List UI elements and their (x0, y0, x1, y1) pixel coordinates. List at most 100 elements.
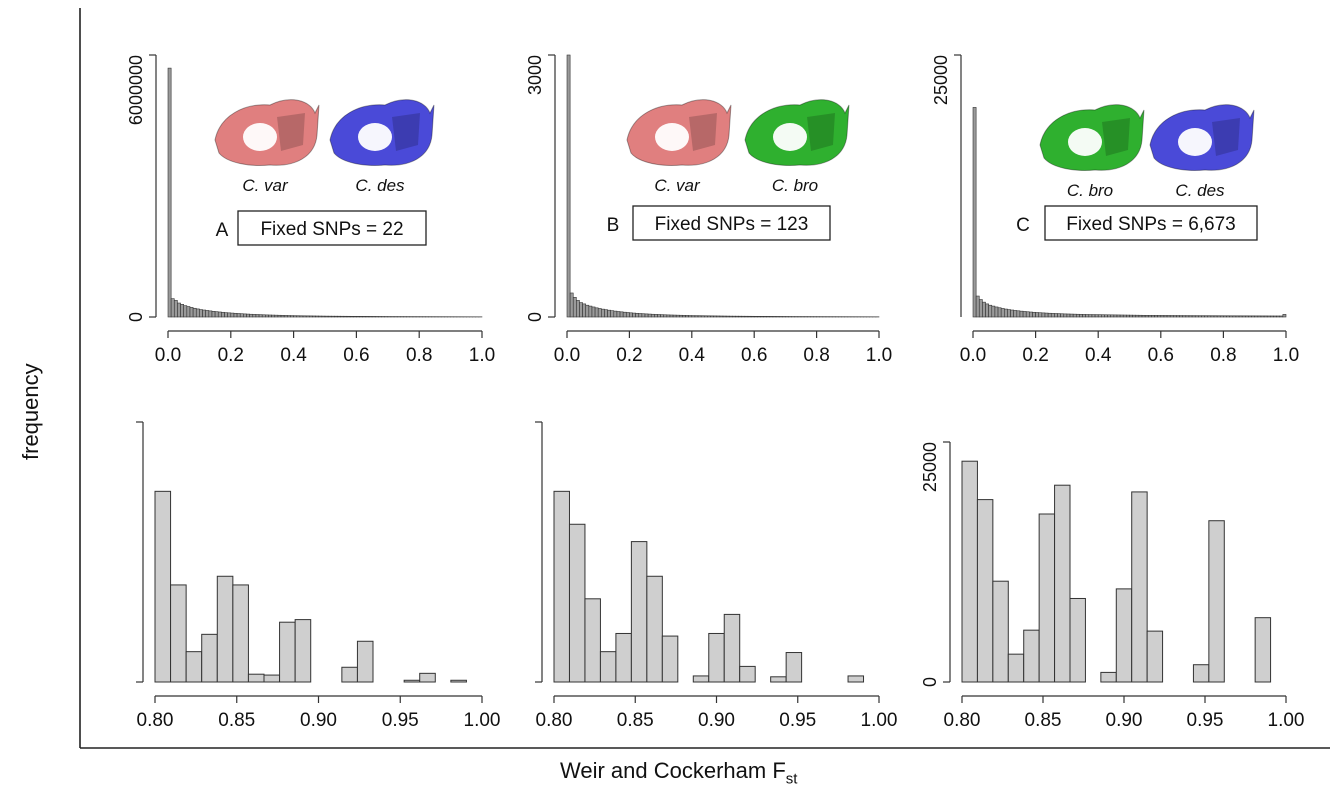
histogram-bar (647, 313, 652, 318)
y-tick-label: 0 (920, 677, 940, 687)
x-tick-label: 0.8 (1210, 345, 1236, 366)
histogram-bar (173, 300, 178, 318)
histogram-bar (208, 310, 213, 318)
histogram-bar (1069, 597, 1086, 683)
histogram-bar (293, 315, 298, 318)
histogram-bar (763, 316, 767, 318)
histogram-bar (1179, 315, 1184, 318)
histogram-bar (1147, 315, 1152, 318)
chart-C-bottom: 0.80 0.85 0.90 0.95 1.00 0 25000 (920, 441, 1304, 731)
histogram-bar (657, 314, 661, 318)
histogram-bar (732, 315, 736, 318)
histogram-bar (1188, 315, 1193, 318)
histogram-bar (227, 312, 232, 318)
histogram-bar (1107, 314, 1112, 318)
fixed-snps-box (237, 210, 427, 246)
y-tick-label: 6000000 (126, 55, 146, 125)
histogram-bar (991, 305, 996, 318)
histogram-bar (772, 316, 777, 318)
histogram-bar (346, 315, 351, 318)
histogram-bar (1213, 315, 1218, 318)
histogram-bar (1138, 314, 1143, 318)
x-axis-label-main: Weir and Cockerham F (560, 758, 786, 783)
x-tick-label: 0.90 (1106, 710, 1143, 731)
histogram-bar (167, 67, 172, 318)
x-tick-label: 0.6 (1148, 345, 1174, 366)
histogram-bar (1041, 312, 1046, 318)
histogram-bar (1132, 314, 1137, 318)
histogram-bar (261, 314, 266, 318)
histogram-bar (766, 316, 771, 318)
histogram-bar (201, 633, 218, 683)
histogram-bar (775, 316, 780, 318)
histogram-bar (716, 315, 721, 318)
histogram-bar (975, 295, 980, 318)
histogram-bar (978, 299, 983, 318)
cichlid-skull-icon: C. var (214, 99, 320, 195)
x-tick-label: 1.0 (469, 345, 495, 366)
histogram-bar (180, 304, 184, 318)
fixed-snps-label: Fixed SNPs = 6,673 (1066, 214, 1236, 235)
histogram-bar (378, 316, 382, 318)
histogram-bar (847, 675, 865, 683)
fixed-snps-box (1044, 205, 1258, 241)
histogram-bar (994, 306, 999, 318)
histogram-bar (735, 315, 739, 318)
histogram-bar (708, 632, 725, 683)
skull-orbit (655, 123, 689, 151)
panel-B-annotations: B Fixed SNPs = 123 C. var C. bro (607, 99, 850, 241)
histogram-bar (629, 312, 633, 318)
histogram-bar (723, 613, 741, 683)
histogram-bar (296, 315, 301, 318)
histogram-bar (710, 315, 714, 318)
histogram-bar (1192, 664, 1210, 683)
histogram-bar (1254, 617, 1272, 683)
histogram-bar (308, 315, 313, 318)
histogram-bar (199, 309, 203, 318)
histogram-bar (666, 314, 671, 318)
histogram-bar (343, 315, 348, 318)
histogram-bar (744, 315, 749, 318)
histogram-bar (216, 575, 234, 683)
histogram-bar (1279, 315, 1284, 318)
x-tick-label: 0.90 (698, 710, 735, 731)
histogram-bar (1003, 308, 1008, 318)
histogram-bar (1101, 314, 1105, 318)
histogram-bar (616, 311, 621, 318)
histogram-bar (739, 665, 756, 683)
x-tick-label: 0.80 (536, 710, 573, 731)
histogram-bar (679, 314, 683, 318)
histogram-bar (294, 619, 312, 683)
histogram-bar (1198, 315, 1202, 318)
histogram-bar (1088, 314, 1093, 318)
histogram-bar (770, 676, 787, 683)
histogram-bar (341, 666, 358, 683)
histogram-bar (568, 523, 586, 683)
histogram-bar (1023, 629, 1040, 683)
species-label: C. var (654, 176, 701, 195)
skull-orbit (1068, 128, 1102, 156)
histogram-bar (1226, 315, 1230, 318)
histogram-bar (1151, 315, 1155, 318)
histogram-bar (177, 302, 181, 318)
x-tick-label: 0.2 (616, 345, 642, 366)
histogram-bar (1044, 312, 1049, 318)
chart-C-top: 0.0 0.2 0.4 0.6 0.8 1.0 25000 (931, 54, 1299, 366)
histogram-bar (258, 314, 263, 318)
histogram-bar (1000, 308, 1005, 318)
chart-A-bottom: 0.80 0.85 0.90 0.95 1.00 (136, 421, 500, 731)
histogram-bar (685, 315, 689, 318)
x-tick-label: 0.95 (779, 710, 816, 731)
x-axis-label: Weir and Cockerham Fst (560, 758, 797, 787)
histogram-bar (988, 304, 993, 318)
histogram-bar (725, 315, 730, 318)
x-tick-label: 0.6 (343, 345, 369, 366)
histogram-bar (232, 584, 249, 683)
histogram-bar (1116, 314, 1121, 318)
histogram-bar (760, 316, 764, 318)
histogram-bar (1029, 311, 1033, 318)
histogram-bar (1157, 315, 1162, 318)
histogram-bar (356, 316, 360, 318)
histogram-bar (672, 314, 677, 318)
x-tick-label: 1.0 (1273, 345, 1299, 366)
